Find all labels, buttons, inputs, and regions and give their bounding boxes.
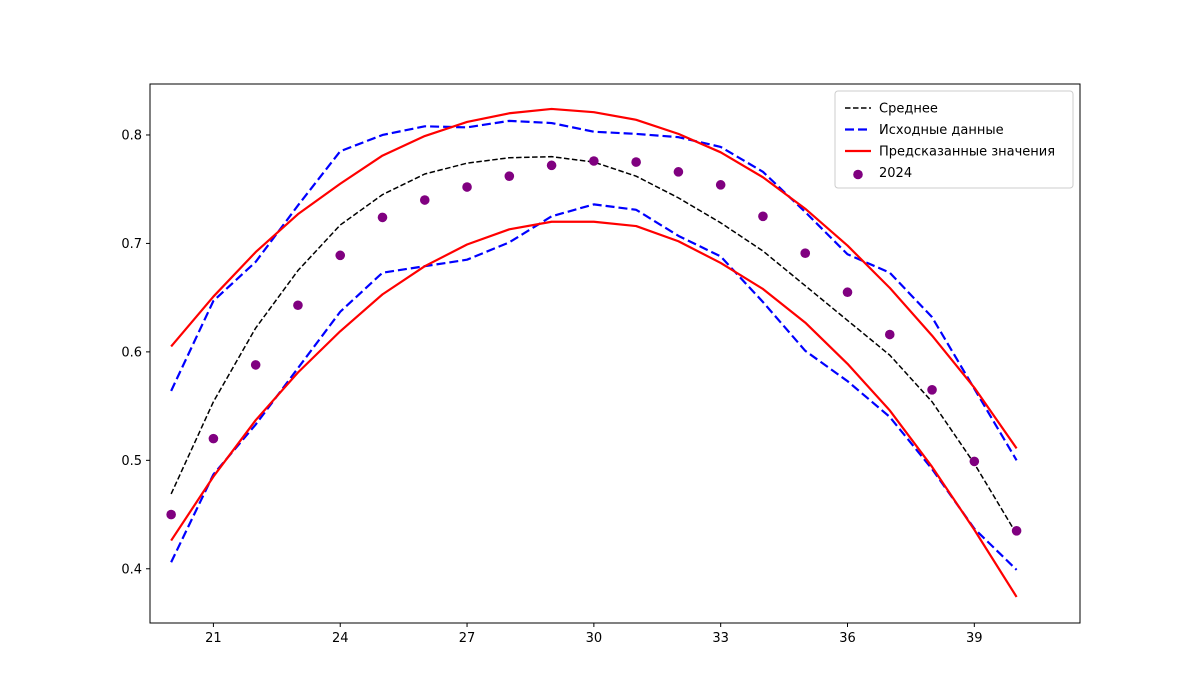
scatter-point-2024-28 xyxy=(504,171,515,181)
x-tick-label-30: 30 xyxy=(586,631,603,646)
series-4-line xyxy=(170,220,1018,598)
legend-entry-1-label: Исходные данные xyxy=(879,123,1004,138)
scatter-point-2024-26 xyxy=(419,195,430,205)
scatter-point-2024-24 xyxy=(335,250,346,261)
axes-layer: 21 24 27 30 33 36 39 0.4 0.5 0.6 0.7 0.8 xyxy=(121,128,982,646)
scatter-point-2024-32 xyxy=(673,167,684,177)
x-tick-label-36: 36 xyxy=(839,631,856,646)
scatter-point-2024-30 xyxy=(589,156,599,166)
series-3-line xyxy=(170,107,1018,450)
y-tick-label-0.5: 0.5 xyxy=(121,454,142,469)
scatter-point-2024-39 xyxy=(969,456,980,467)
x-tick-label-21: 21 xyxy=(205,631,222,646)
legend-box xyxy=(834,90,1074,189)
x-tick-label-27: 27 xyxy=(459,631,476,646)
scatter-point-2024-37 xyxy=(884,329,895,340)
scatter-point-2024-34 xyxy=(758,211,768,222)
scatter-point-2024-22 xyxy=(250,360,261,370)
scatter-point-2024-35 xyxy=(800,248,811,258)
legend-entry-3-label: 2024 xyxy=(879,166,912,181)
scatter-point-2024-29 xyxy=(546,160,557,171)
y-tick-label-0.7: 0.7 xyxy=(121,237,142,252)
scatter-point-2024-21 xyxy=(208,433,219,444)
series-1-line xyxy=(170,119,1018,461)
scatter-point-2024-33 xyxy=(715,180,726,190)
legend-entry-3-swatch xyxy=(853,169,863,180)
legend: Среднее Исходные данные Предсказанные знач… xyxy=(834,90,1074,189)
scatter-point-2024-31 xyxy=(631,157,641,167)
scatter-point-2024-27 xyxy=(462,182,472,192)
scatter-point-2024-23 xyxy=(293,300,303,311)
series-layer xyxy=(166,107,1022,598)
legend-entry-2-label: Предсказанные значения xyxy=(879,145,1055,160)
y-tick-label-0.6: 0.6 xyxy=(121,345,142,360)
x-tick-label-33: 33 xyxy=(712,631,729,646)
y-tick-label-0.8: 0.8 xyxy=(121,128,142,143)
scatter-point-2024-38 xyxy=(927,385,937,395)
scatter-point-2024-25 xyxy=(377,212,388,223)
x-tick-label-39: 39 xyxy=(966,631,983,646)
legend-entry-0-label: Среднее xyxy=(879,102,938,117)
scatter-point-2024-20 xyxy=(166,509,176,520)
x-tick-label-24: 24 xyxy=(332,631,349,646)
series-2-line xyxy=(170,203,1018,571)
scatter-point-2024-36 xyxy=(842,287,853,298)
scatter-point-2024-40 xyxy=(1011,526,1022,536)
y-tick-label-0.4: 0.4 xyxy=(121,562,142,577)
